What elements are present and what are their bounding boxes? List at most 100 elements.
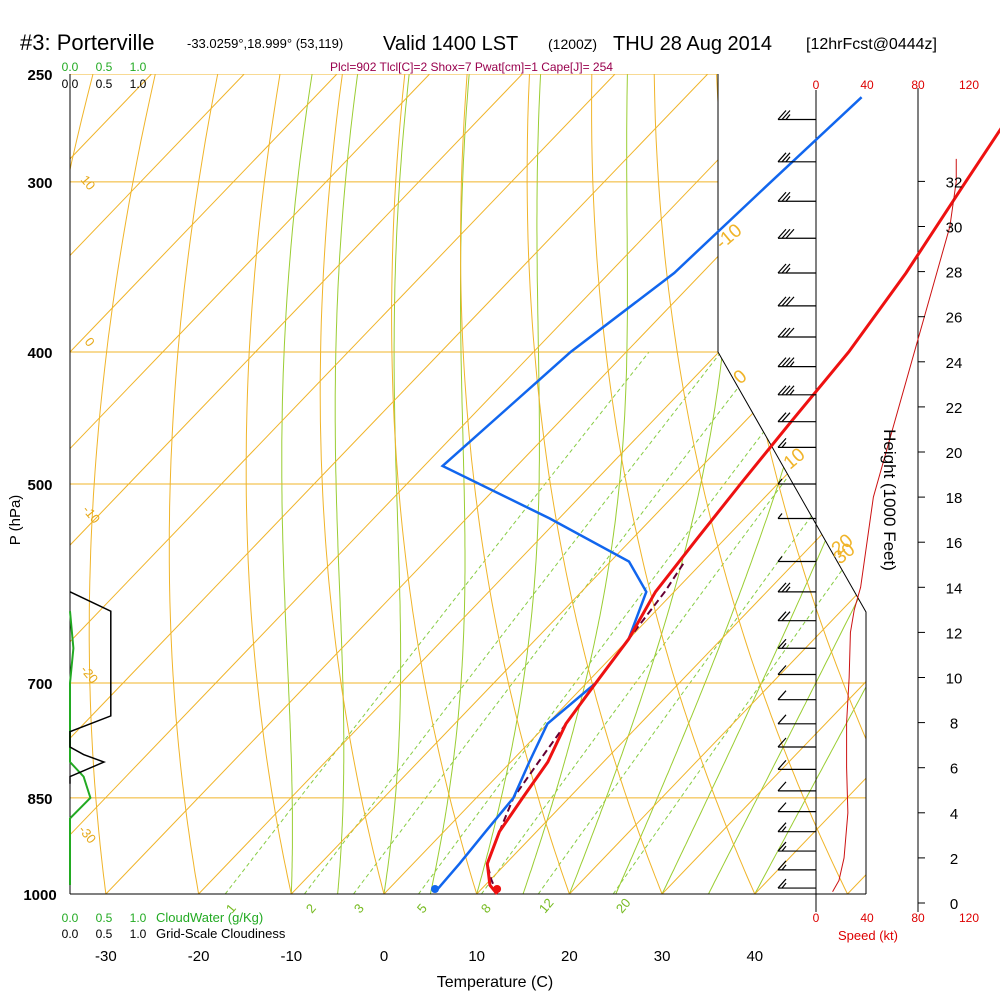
wind-barb-flag [777,438,787,448]
speed-tick-top: 40 [860,78,874,92]
height-tick-label: 32 [946,174,963,191]
wind-barb-flag [781,611,791,622]
wind-barb [777,556,816,563]
moist-adiabat-line [708,74,866,894]
height-tick-label: 8 [950,716,958,733]
sounding-profiles [430,96,1000,895]
wind-barb-half-flag [777,513,783,519]
isotherm-label: 10 [78,172,99,193]
wind-barb-half-flag [785,267,791,274]
cloudiness-scale-top: 0.5 [96,77,113,91]
wind-barb [777,737,816,748]
speed-tick-bottom: 80 [911,911,925,925]
wind-barb-flag [777,638,787,649]
dry-adiabat-line [319,74,385,894]
wind-barbs [777,110,816,889]
wind-barb-flag [777,191,787,202]
wind-barb [777,191,816,202]
moist-adiabat-line [383,74,410,894]
wind-barb-flag [777,385,787,396]
dry-adiabat-line [391,74,478,894]
dry-adiabat-line [88,74,156,894]
dry-adiabat-line [653,74,848,894]
wind-barb [777,513,816,520]
cloudwater-profile [69,611,92,886]
wind-barb-flag [781,412,791,423]
wind-barb-flag [777,357,787,368]
wind-barb-half-flag [781,442,787,448]
wind-barb-flag [777,611,787,622]
wind-barb-flag [781,191,791,202]
cloudiness-scale-bottom: 1.0 [130,927,147,941]
y-tick-label: 250 [27,67,52,84]
wind-barb [777,665,816,676]
mixing-ratio-line [612,351,866,894]
title-valid: Valid 1400 LST [383,33,518,55]
cloudiness-profile [69,591,112,784]
x-tick-label: 40 [746,948,763,965]
mixing-ratio-label: 20 [613,895,634,916]
wind-barb-half-flag [789,361,795,367]
wind-barb [777,385,816,396]
y-tick-label: 300 [27,175,52,192]
wind-barb-flag [777,690,787,701]
wind-barb [777,263,816,274]
mixing-ratio-label: 12 [536,895,557,916]
y-axis-label: P (hPa) [7,495,24,546]
dry-adiabat-line [459,74,570,894]
wind-barb-half-flag [789,389,795,396]
mixing-ratio-label: 8 [478,901,494,916]
wind-barb-half-flag [785,156,791,163]
height-axis-label: Height (1000 Feet) [880,429,899,571]
isotherm-label: 0 [82,334,98,349]
mixing-ratio-line [224,351,650,894]
height-tick-label: 6 [950,761,958,778]
speed-tick-top: 0 [813,78,820,92]
isotherm-line [569,74,866,894]
dry-adiabat-label: 10 [780,444,810,474]
speed-tick-bottom: 0 [813,911,820,925]
wind-barb-half-flag [785,114,791,120]
wind-barb-flag [781,385,791,396]
moist-adiabat-line [334,74,359,894]
wind-barb [777,690,816,701]
height-tick-label: 16 [946,535,963,552]
wind-barb-flag [777,327,787,338]
height-tick-label: 4 [950,806,958,823]
wind-barb-flag [781,582,791,593]
wind-barb [777,822,816,833]
moist-adiabat-line [522,74,628,894]
wind-barb-flag [777,296,787,307]
wind-barb-flag [777,714,787,725]
y-tick-label: 700 [27,676,52,693]
cloudwater-scale-bottom: 0.0 [62,911,79,925]
dewpoint-trace [435,96,863,892]
cloudwater-scale-top: 1.0 [130,60,147,74]
wind-barb-flag [785,296,795,307]
moist-adiabat-line [754,74,866,894]
height-tick-label: 0 [950,896,958,913]
wind-barb [777,781,816,792]
height-tick-label: 12 [946,625,963,642]
wind-barb [777,327,816,338]
wind-barb [777,296,816,307]
moist-adiabat-line [429,74,470,894]
x-tick-label: -20 [188,948,210,965]
wind-barb [777,228,816,239]
x-tick-label: -10 [280,948,302,965]
wind-barb-half-flag [781,882,787,889]
isobars [70,74,866,894]
wind-barb [777,152,816,163]
title-coords: -33.0259°,18.999° (53,119) [187,36,343,51]
speed-axis-label: Speed (kt) [838,928,898,943]
surface-dewpoint-marker [430,885,439,893]
y-tick-label: 850 [27,791,52,808]
wind-barb [777,582,816,593]
wind-barb-half-flag [781,864,787,871]
wind-barb-half-flag [781,642,787,649]
isotherm-line [847,74,866,894]
height-tick-label: 30 [946,220,963,237]
wind-barb-flag [781,110,791,120]
surface-temperature-marker [493,885,502,893]
